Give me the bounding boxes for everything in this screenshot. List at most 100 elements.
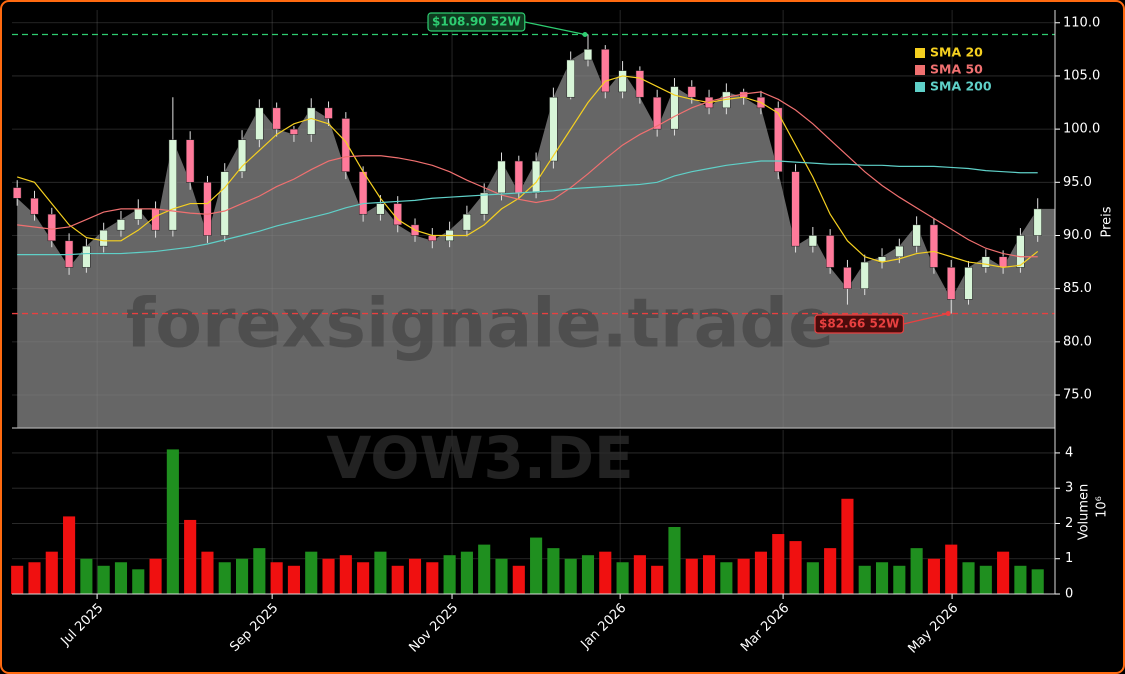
y-tick-label: 110.0 <box>1063 15 1100 30</box>
volume-bar <box>927 558 940 594</box>
legend-swatch <box>915 48 925 58</box>
level-arrow <box>524 21 586 36</box>
volume-bar <box>893 565 906 594</box>
volume-bar <box>772 534 785 594</box>
volume-bar <box>564 558 577 594</box>
y-tick-label: 0 <box>1065 587 1073 602</box>
candle-body <box>186 139 195 183</box>
candle-body <box>583 49 593 61</box>
volume-bar <box>218 562 231 594</box>
candle-body <box>272 107 281 130</box>
candle-body <box>134 208 143 220</box>
legend-swatch <box>915 82 925 92</box>
legend-label: SMA 50 <box>930 62 983 77</box>
volume-bar <box>97 565 110 594</box>
volume-bar <box>184 519 197 594</box>
y-tick-label: 1 <box>1065 551 1073 566</box>
volume-bar <box>201 551 214 594</box>
volume-bar <box>512 565 525 594</box>
volume-bar <box>875 562 889 594</box>
y-axis-label: Preis <box>1100 206 1115 237</box>
candle-body <box>220 171 229 236</box>
candle-body <box>307 107 316 135</box>
volume-bar <box>114 562 128 594</box>
candle-body <box>981 256 990 268</box>
legend-label: SMA 20 <box>930 45 983 60</box>
candle-body <box>774 107 783 172</box>
volume-bar <box>1031 569 1044 594</box>
volume-bar <box>149 558 162 594</box>
volume-bar <box>391 565 404 594</box>
level-arrow-head <box>945 311 951 317</box>
volume-bar <box>1014 565 1027 594</box>
candle-body <box>791 171 800 247</box>
y-tick-label: 95.0 <box>1063 175 1092 190</box>
candle-body <box>151 208 160 231</box>
legend-label: SMA 200 <box>930 79 992 94</box>
candle-body <box>116 219 126 231</box>
volume-bar <box>305 551 318 594</box>
volume-scale-label: 10⁶ <box>1095 496 1110 518</box>
volume-bar <box>581 555 595 594</box>
volume-bar <box>824 548 837 594</box>
candle-body <box>808 235 817 247</box>
candle-body <box>514 160 523 194</box>
candle-body <box>618 70 627 93</box>
volume-bar <box>789 541 802 594</box>
candle-body <box>480 192 489 215</box>
volume-bar <box>651 565 664 594</box>
volume-bar <box>858 565 871 594</box>
y-tick-label: 105.0 <box>1063 68 1100 83</box>
legend-swatch <box>915 65 925 75</box>
volume-bar <box>633 555 646 594</box>
volume-bar <box>132 569 145 594</box>
y-tick-label: 100.0 <box>1063 122 1100 137</box>
volume-bar <box>478 544 491 594</box>
candle-body <box>289 128 299 135</box>
candle-body <box>653 96 662 130</box>
volume-bar <box>287 565 300 594</box>
candle-body <box>237 139 247 172</box>
y-tick-label: 75.0 <box>1063 388 1092 403</box>
volume-bar <box>599 551 612 594</box>
candle-body <box>549 96 558 162</box>
candle-body <box>376 203 385 215</box>
volume-bar <box>685 558 698 594</box>
candle-body <box>998 256 1008 268</box>
volume-bar <box>754 551 768 594</box>
volume-bar <box>253 548 266 594</box>
volume-bar <box>962 562 975 594</box>
candle-body <box>670 86 679 130</box>
volume-bar <box>616 562 629 594</box>
sma-line <box>17 160 1038 256</box>
candle-body <box>860 261 869 289</box>
y-tick-label: 3 <box>1065 481 1073 496</box>
volume-bar <box>11 565 24 594</box>
candle-body <box>1016 235 1025 268</box>
candle-body <box>531 160 541 194</box>
candle-body <box>428 235 437 242</box>
candle-body <box>964 267 973 300</box>
volume-bar <box>460 551 473 594</box>
sma-line <box>17 91 1038 258</box>
y-tick-label: 80.0 <box>1063 334 1092 349</box>
volume-bar <box>547 548 560 594</box>
y-tick-label: 90.0 <box>1063 228 1092 243</box>
volume-bar <box>426 562 439 594</box>
candle-body <box>324 107 333 119</box>
volume-bar <box>322 558 335 594</box>
candle-body <box>13 187 22 199</box>
volume-bar <box>270 562 283 594</box>
y-tick-label: 85.0 <box>1063 281 1092 296</box>
volume-bar <box>63 516 76 594</box>
candle-body <box>47 213 56 242</box>
candle-body <box>497 160 506 194</box>
candle-body <box>203 182 212 236</box>
volume-bar <box>703 555 716 594</box>
candle-body <box>1033 208 1042 236</box>
volume-bar <box>443 555 456 594</box>
volume-bar <box>495 558 508 594</box>
y-tick-label: 2 <box>1065 516 1073 531</box>
candle-body <box>255 107 264 141</box>
